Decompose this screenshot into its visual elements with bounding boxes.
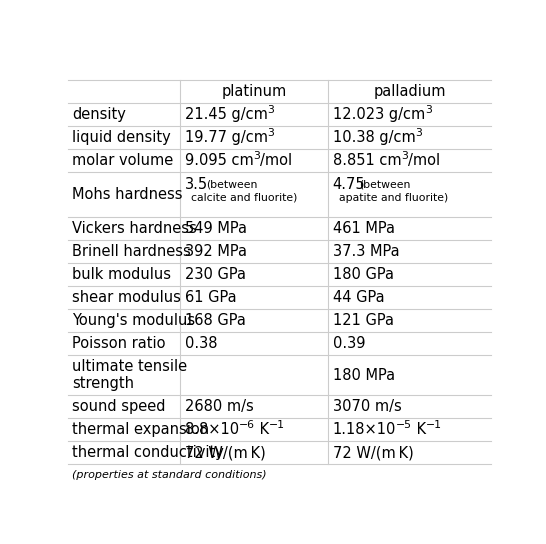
Text: K: K xyxy=(412,422,426,437)
Text: 3: 3 xyxy=(268,128,275,138)
Text: (properties at standard conditions): (properties at standard conditions) xyxy=(73,470,267,480)
Text: Young's modulus: Young's modulus xyxy=(73,313,195,329)
Text: −1: −1 xyxy=(426,420,442,430)
Text: 230 GPa: 230 GPa xyxy=(185,267,246,282)
Text: (between: (between xyxy=(206,180,258,189)
Text: molar volume: molar volume xyxy=(73,153,174,168)
Text: Mohs hardness: Mohs hardness xyxy=(73,187,183,202)
Text: −1: −1 xyxy=(269,420,285,430)
Text: sound speed: sound speed xyxy=(73,399,166,414)
Text: 8.8×10: 8.8×10 xyxy=(185,422,239,437)
Text: shear modulus: shear modulus xyxy=(73,290,181,305)
Text: 9.095 cm: 9.095 cm xyxy=(185,153,253,168)
Text: Vickers hardness: Vickers hardness xyxy=(73,221,197,236)
Text: 21.45 g/cm: 21.45 g/cm xyxy=(185,107,268,122)
Text: thermal expansion: thermal expansion xyxy=(73,422,210,437)
Text: 10.38 g/cm: 10.38 g/cm xyxy=(333,130,416,145)
Text: thermal conductivity: thermal conductivity xyxy=(73,445,224,460)
Text: 461 MPa: 461 MPa xyxy=(333,221,395,236)
Text: 19.77 g/cm: 19.77 g/cm xyxy=(185,130,268,145)
Text: 180 MPa: 180 MPa xyxy=(333,368,395,382)
Text: 2680 m/s: 2680 m/s xyxy=(185,399,253,414)
Text: −6: −6 xyxy=(239,420,255,430)
Text: 3.5: 3.5 xyxy=(185,177,207,192)
Text: 168 GPa: 168 GPa xyxy=(185,313,246,329)
Text: 3: 3 xyxy=(401,151,408,162)
Text: 121 GPa: 121 GPa xyxy=(333,313,394,329)
Text: 4.75: 4.75 xyxy=(333,177,365,192)
Text: density: density xyxy=(73,107,126,122)
Text: liquid density: liquid density xyxy=(73,130,171,145)
Text: 8.851 cm: 8.851 cm xyxy=(333,153,401,168)
Text: 3: 3 xyxy=(425,105,432,115)
Text: (between: (between xyxy=(359,180,411,189)
Text: 549 MPa: 549 MPa xyxy=(185,221,247,236)
Text: 3: 3 xyxy=(416,128,423,138)
Text: Poisson ratio: Poisson ratio xyxy=(73,336,166,351)
Text: 392 MPa: 392 MPa xyxy=(185,244,247,259)
Text: calcite and fluorite): calcite and fluorite) xyxy=(191,193,298,203)
Text: 3: 3 xyxy=(253,151,260,162)
Text: 3: 3 xyxy=(268,105,275,115)
Text: /mol: /mol xyxy=(408,153,440,168)
Text: palladium: palladium xyxy=(373,84,446,99)
Text: 72 W/(m K): 72 W/(m K) xyxy=(333,445,413,460)
Text: ultimate tensile
strength: ultimate tensile strength xyxy=(73,359,188,391)
Text: Brinell hardness: Brinell hardness xyxy=(73,244,191,259)
Text: 180 GPa: 180 GPa xyxy=(333,267,394,282)
Text: 12.023 g/cm: 12.023 g/cm xyxy=(333,107,425,122)
Text: 1.18×10: 1.18×10 xyxy=(333,422,396,437)
Text: 44 GPa: 44 GPa xyxy=(333,290,384,305)
Text: apatite and fluorite): apatite and fluorite) xyxy=(339,193,448,203)
Text: 0.39: 0.39 xyxy=(333,336,365,351)
Text: K: K xyxy=(255,422,269,437)
Text: −5: −5 xyxy=(396,420,412,430)
Text: /mol: /mol xyxy=(260,153,292,168)
Text: platinum: platinum xyxy=(222,84,287,99)
Text: 72 W/(m K): 72 W/(m K) xyxy=(185,445,265,460)
Text: 61 GPa: 61 GPa xyxy=(185,290,236,305)
Text: 0.38: 0.38 xyxy=(185,336,217,351)
Text: bulk modulus: bulk modulus xyxy=(73,267,171,282)
Text: 3070 m/s: 3070 m/s xyxy=(333,399,401,414)
Text: 37.3 MPa: 37.3 MPa xyxy=(333,244,399,259)
